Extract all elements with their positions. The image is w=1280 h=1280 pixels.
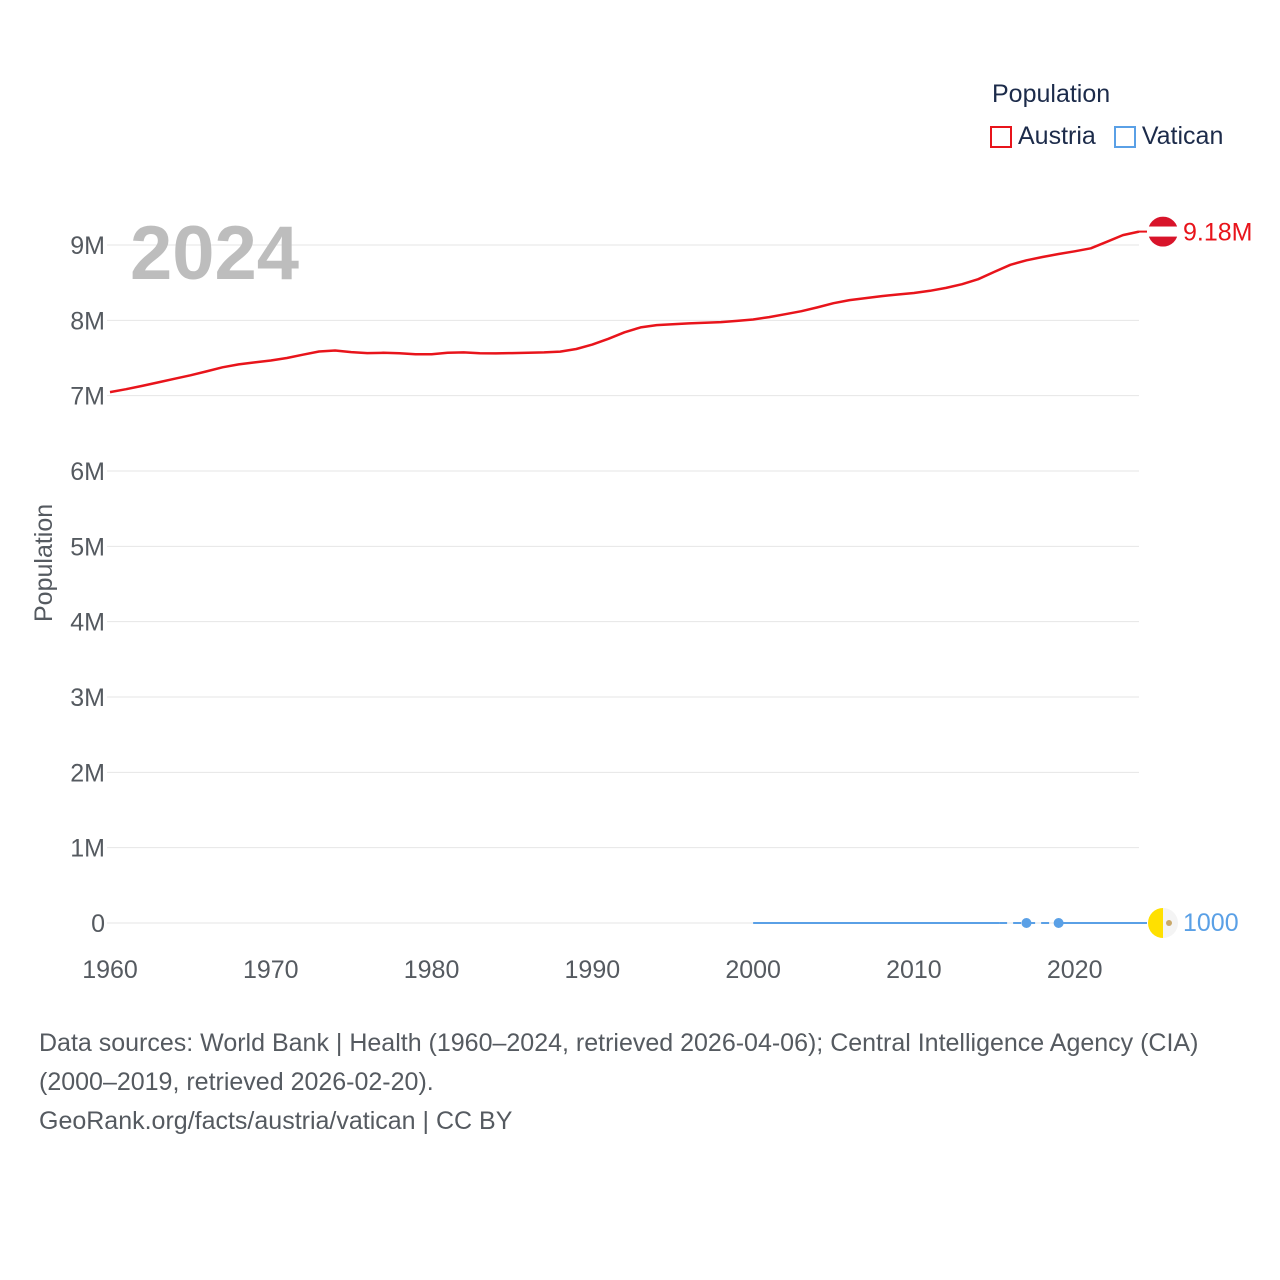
series-lines [109,230,1147,928]
x-tick-label: 2020 [1047,956,1103,984]
y-axis-ticks: 0 1M 2M 3M 4M 5M 6M 7M 8M 9M [70,232,105,938]
legend-title: Population [992,80,1111,108]
flag-icon-austria [1148,216,1178,247]
series-point-vatican [1021,918,1032,928]
y-tick-label: 6M [70,458,105,486]
y-tick-label: 9M [70,232,105,260]
legend-swatch-vatican [1113,125,1136,148]
y-axis-title: Population [30,503,58,622]
x-tick-label: 2010 [886,956,942,984]
series-line-austria [109,230,1140,394]
x-axis-ticks: 1960 1970 1980 1990 2000 2010 2020 [82,956,1102,984]
footer: Data sources: World Bank | Health (1960–… [39,1024,1249,1141]
x-tick-label: 1980 [404,956,460,984]
gridlines [107,244,1139,924]
flag-icon-vatican [1148,908,1178,938]
x-tick-label: 1970 [243,956,299,984]
footer-sources: Data sources: World Bank | Health (1960–… [39,1029,1199,1057]
legend-label-austria: Austria [1018,122,1096,150]
y-tick-label: 0 [91,910,105,938]
legend-item-vatican[interactable]: Vatican [1113,122,1224,151]
y-tick-label: 4M [70,609,105,637]
population-chart: 0 1M 2M 3M 4M 5M 6M 7M 8M 9M 1960 1970 1980 1990 2000… [70,216,1252,984]
x-tick-label: 1960 [82,956,138,984]
footer-link[interactable]: GeoRank.org/facts/austria/vatican | CC B… [39,1107,513,1135]
end-label-vatican: 1000 [1183,909,1239,937]
y-tick-label: 5M [70,533,105,561]
x-tick-label: 2000 [725,956,781,984]
legend: Austria Vatican [990,122,1241,151]
legend-swatch-austria [990,125,1012,148]
y-tick-label: 1M [70,835,105,863]
current-year-label: 2024 [130,211,300,296]
legend-label-vatican: Vatican [1141,122,1224,150]
series-point-vatican [1053,918,1064,928]
y-tick-label: 8M [70,307,105,335]
y-tick-label: 3M [70,684,105,712]
legend-item-austria[interactable]: Austria [990,122,1096,151]
x-tick-label: 1990 [565,956,621,984]
end-label-austria: 9.18M [1183,219,1252,247]
y-tick-label: 2M [70,759,105,787]
end-markers: 9.18M 1000 [1139,216,1252,938]
footer-sources-cont: (2000–2019, retrieved 2026-02-20). [39,1068,434,1096]
y-tick-label: 7M [70,383,105,411]
